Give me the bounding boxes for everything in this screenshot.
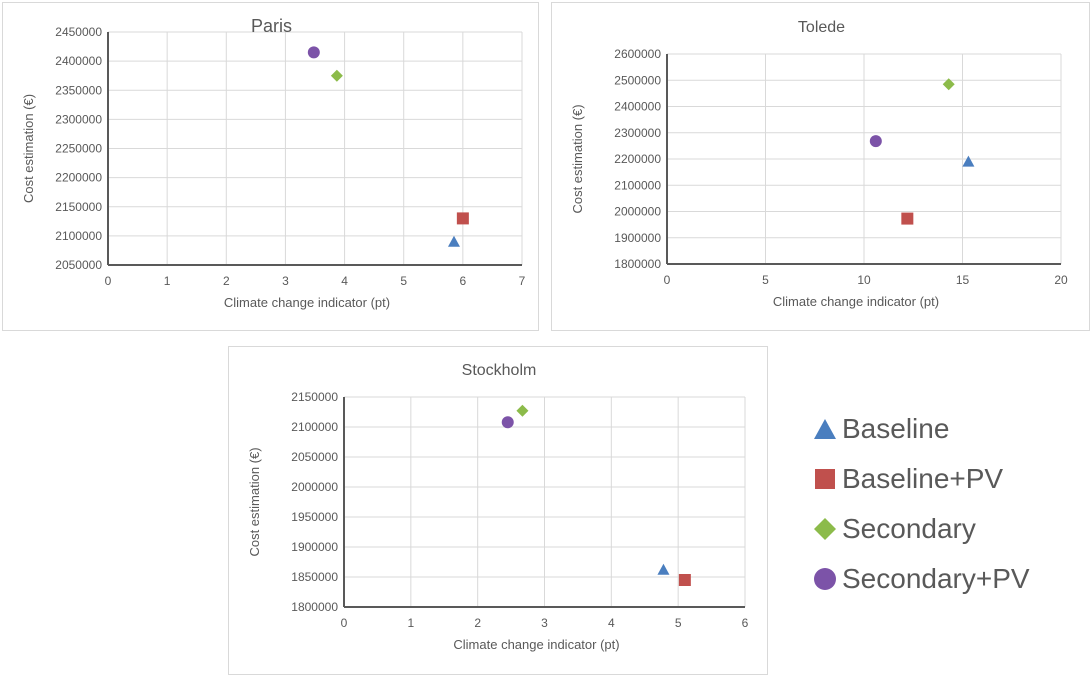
y-tick-label: 1900000	[614, 231, 661, 245]
y-tick-label: 2050000	[291, 450, 338, 464]
legend-item-baseline: Baseline	[812, 404, 1082, 454]
legend-item-secondary-pv: Secondary+PV	[812, 554, 1082, 604]
y-tick-label: 2250000	[55, 142, 102, 156]
x-tick-label: 1	[407, 616, 414, 630]
x-axis-label: Climate change indicator (pt)	[224, 295, 390, 310]
y-tick-label: 2150000	[291, 390, 338, 404]
y-tick-label: 2400000	[55, 54, 102, 68]
legend-label: Secondary+PV	[842, 563, 1030, 594]
y-tick-label: 2300000	[614, 126, 661, 140]
y-tick-label: 1850000	[291, 570, 338, 584]
y-tick-label: 1900000	[291, 540, 338, 554]
tolede-chart: 0 5 10 15 20 1800000 1900000 2000000 2100000 2200…	[551, 2, 1090, 331]
x-tick-label: 1	[164, 274, 171, 288]
y-tick-label: 2600000	[614, 47, 661, 61]
x-tick-label: 0	[341, 616, 348, 630]
chart-title: Stockholm	[462, 362, 537, 379]
legend-item-baseline-pv: Baseline+PV	[812, 454, 1082, 504]
x-tick-label: 0	[105, 274, 112, 288]
y-tick-label: 2100000	[55, 229, 102, 243]
chart-title: Tolede	[798, 19, 845, 36]
chart-legend: Baseline Baseline+PV Secondary Secondary…	[812, 404, 1082, 604]
data-point-baseline	[962, 155, 975, 167]
legend-label: Baseline+PV	[842, 463, 1004, 494]
legend-label: Secondary	[842, 513, 976, 544]
data-point-secondary-pv	[307, 46, 320, 59]
legend-item-secondary: Secondary	[812, 504, 1082, 554]
x-tick-label: 3	[541, 616, 548, 630]
y-tick-label: 2000000	[291, 480, 338, 494]
y-tick-label: 2200000	[614, 152, 661, 166]
diamond-marker-icon	[814, 518, 836, 540]
data-point-secondary	[330, 69, 343, 82]
x-tick-label: 5	[675, 616, 682, 630]
data-point-secondary-pv	[501, 416, 514, 429]
y-tick-label: 1800000	[614, 257, 661, 271]
x-tick-label: 6	[742, 616, 749, 630]
y-tick-label: 2100000	[614, 178, 661, 192]
y-tick-label: 2000000	[614, 205, 661, 219]
square-marker-icon	[815, 469, 835, 489]
x-tick-label: 2	[223, 274, 230, 288]
triangle-marker-icon	[814, 419, 836, 439]
y-tick-label: 2050000	[55, 258, 102, 272]
y-tick-label: 2150000	[55, 200, 102, 214]
x-tick-label: 0	[664, 273, 671, 287]
x-tick-label: 7	[519, 274, 526, 288]
circle-marker-icon	[814, 568, 836, 590]
legend-label: Baseline	[842, 413, 950, 444]
data-point-secondary	[942, 78, 955, 91]
y-axis-label: Cost estimation (€)	[21, 94, 36, 203]
y-tick-label: 2300000	[55, 112, 102, 126]
x-tick-label: 5	[762, 273, 769, 287]
y-tick-label: 2450000	[55, 25, 102, 39]
x-tick-label: 3	[282, 274, 289, 288]
data-point-baseline-pv	[901, 212, 914, 225]
y-tick-label: 2400000	[614, 100, 661, 114]
x-tick-label: 4	[608, 616, 615, 630]
data-point-baseline	[447, 235, 460, 247]
y-tick-label: 2350000	[55, 83, 102, 97]
scatter-plot: 0 5 10 15 20 1800000 1900000 2000000 2100000 2200…	[570, 19, 1068, 309]
scatter-plot: 0 1 2 3 4 5 6 1800000 1850000 1900000 1950000 20000…	[247, 362, 749, 652]
x-axis-label: Climate change indicator (pt)	[773, 294, 939, 309]
stockholm-chart: 0 1 2 3 4 5 6 1800000 1850000 1900000 1950000 20000…	[228, 346, 768, 675]
y-axis-label: Cost estimation (€)	[570, 104, 585, 213]
data-point-baseline-pv	[456, 212, 469, 225]
y-tick-label: 2100000	[291, 420, 338, 434]
y-tick-label: 1800000	[291, 600, 338, 614]
y-tick-label: 1950000	[291, 510, 338, 524]
data-point-baseline	[657, 563, 670, 575]
paris-chart: 0 1 2 3 4 5 6 7 2050000 2100000 2150000 2200000 2250…	[2, 2, 539, 331]
y-tick-label: 2500000	[614, 73, 661, 87]
x-tick-label: 6	[460, 274, 467, 288]
y-axis-label: Cost estimation (€)	[247, 447, 262, 556]
data-point-secondary	[516, 404, 529, 417]
x-tick-label: 4	[341, 274, 348, 288]
chart-title: Paris	[251, 16, 292, 36]
x-axis-label: Climate change indicator (pt)	[453, 637, 619, 652]
data-point-baseline-pv	[678, 574, 691, 586]
y-tick-label: 2200000	[55, 171, 102, 185]
x-tick-label: 15	[956, 273, 970, 287]
x-tick-label: 2	[474, 616, 481, 630]
x-tick-label: 5	[400, 274, 407, 288]
data-point-secondary-pv	[869, 135, 882, 148]
scatter-plot: 0 1 2 3 4 5 6 7 2050000 2100000 2150000 2200000 2250…	[21, 16, 526, 310]
x-tick-label: 20	[1054, 273, 1068, 287]
x-tick-label: 10	[857, 273, 871, 287]
